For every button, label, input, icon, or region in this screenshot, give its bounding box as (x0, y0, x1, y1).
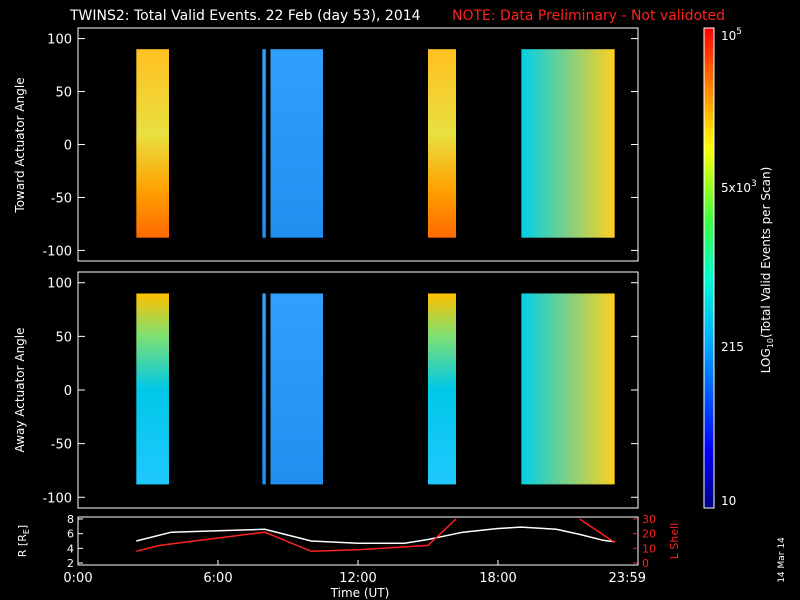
y-tick-label: -50 (51, 191, 72, 206)
figure-title: TWINS2: Total Valid Events. 22 Feb (day … (69, 8, 421, 24)
y-tick-label: 100 (47, 277, 72, 292)
data-block-4 (521, 49, 615, 238)
time-tick-label: 23:59 (609, 571, 646, 586)
generation-date: 14 Mar 14 (777, 537, 787, 583)
time-tick-label: 0:00 (63, 571, 92, 586)
ephemeris-line-0 (136, 526, 615, 544)
data-block-3 (428, 49, 456, 238)
y-tick-label: 50 (55, 86, 72, 101)
lshell-tick-label: 10 (642, 542, 656, 555)
y-tick-label: 100 (47, 33, 72, 48)
colorbar-tick-min: 10 (721, 494, 736, 508)
y-tick-label: 0 (64, 139, 72, 154)
data-block-0 (136, 49, 169, 238)
r-tick-label: 4 (67, 542, 74, 555)
time-tick-label: 6:00 (203, 571, 232, 586)
lshell-tick-label: 30 (642, 513, 656, 526)
y-tick-label: -50 (51, 438, 72, 453)
away-ylabel: Away Actuator Angle (13, 327, 27, 452)
lshell-tick-label: 0 (642, 557, 649, 570)
toward-ylabel: Toward Actuator Angle (13, 77, 27, 213)
away-panel: 100 50 0 -50 -100 Away Actuator Angle (13, 271, 639, 509)
data-block-4 (521, 293, 615, 485)
data-block-2 (270, 49, 323, 238)
colorbar-tick-max: 105 (721, 27, 742, 43)
lshell-axis-label: L Shell (668, 523, 681, 559)
toward-panel: 100 50 0 -50 -100 Toward Actuator Angle (13, 27, 639, 262)
data-block-2 (270, 293, 323, 485)
radius-axis-label: R [RE] (16, 525, 31, 557)
y-tick-label: -100 (42, 491, 72, 506)
colorbar-gradient (703, 27, 715, 509)
r-tick-label: 2 (67, 557, 74, 570)
ephemeris-line-2 (579, 518, 616, 544)
colorbar-tick-mid1: 5x103 (721, 179, 757, 195)
lshell-tick-label: 20 (642, 528, 656, 541)
colorbar: 105 5x103 215 10 LOG10(Total Valid Event… (703, 27, 775, 509)
ephemeris-plot-area (77, 516, 639, 566)
y-tick-label: -100 (42, 244, 72, 259)
r-tick-label: 6 (67, 528, 74, 541)
colorbar-tick-mid2: 215 (721, 340, 744, 354)
data-block-0 (136, 293, 169, 485)
data-block-1 (262, 293, 266, 485)
data-note: NOTE: Data Preliminary - Not validoted (452, 8, 725, 24)
colorbar-label: LOG10(Total Valid Events per Scan) (759, 167, 775, 374)
time-tick-label: 18:00 (479, 571, 516, 586)
ephemeris-line-1 (136, 518, 457, 553)
y-tick-label: 0 (64, 384, 72, 399)
time-tick-label: 12:00 (339, 571, 376, 586)
time-axis-label: Time (UT) (330, 586, 390, 600)
y-tick-label: 50 (55, 330, 72, 345)
data-block-1 (262, 49, 266, 238)
data-block-3 (428, 293, 456, 485)
r-tick-label: 8 (67, 513, 74, 526)
